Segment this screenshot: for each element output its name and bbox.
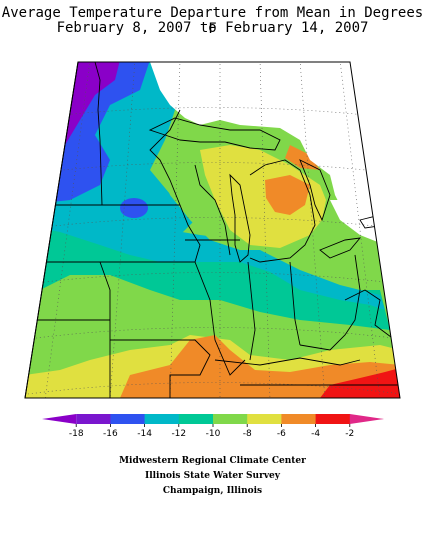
legend-tick-label: -10: [206, 429, 221, 439]
credit-location: Champaign, Illinois: [162, 486, 263, 496]
legend-swatch: [110, 414, 146, 424]
state-boundaries: [30, 62, 400, 398]
legend-swatch: [315, 414, 351, 424]
legend-tick-label: -14: [137, 429, 152, 439]
legend-swatch: [76, 414, 111, 424]
legend-swatch: [349, 414, 384, 424]
legend-swatch: [213, 414, 248, 424]
legend-swatch: [144, 414, 180, 424]
legend-tick-label: -18: [69, 429, 84, 439]
legend-swatch: [281, 414, 317, 424]
credit-isws: Illinois State Water Survey: [144, 471, 281, 481]
legend-tick-label: -4: [311, 429, 320, 439]
color-legend: -18 -16 -14 -12 -10 -8 -6 -4 -2: [42, 414, 384, 439]
credit-mrcc: Midwestern Regional Climate Center: [119, 456, 306, 466]
legend-tick-label: -6: [277, 429, 286, 439]
legend-tick-label: -12: [171, 429, 186, 439]
graticule: [25, 62, 400, 398]
legend-swatch: [42, 414, 77, 424]
no-data-region: [150, 62, 385, 245]
legend-tick-label: -16: [103, 429, 118, 439]
legend-swatch: [247, 414, 282, 424]
map-title: Average Temperature Departure from Mean …: [1, 5, 424, 37]
legend-tick-label: -8: [243, 429, 252, 439]
legend-tick-label: -2: [345, 429, 354, 439]
map-date-range: February 8, 2007 to February 14, 2007: [56, 20, 369, 36]
legend-swatch: [178, 414, 214, 424]
